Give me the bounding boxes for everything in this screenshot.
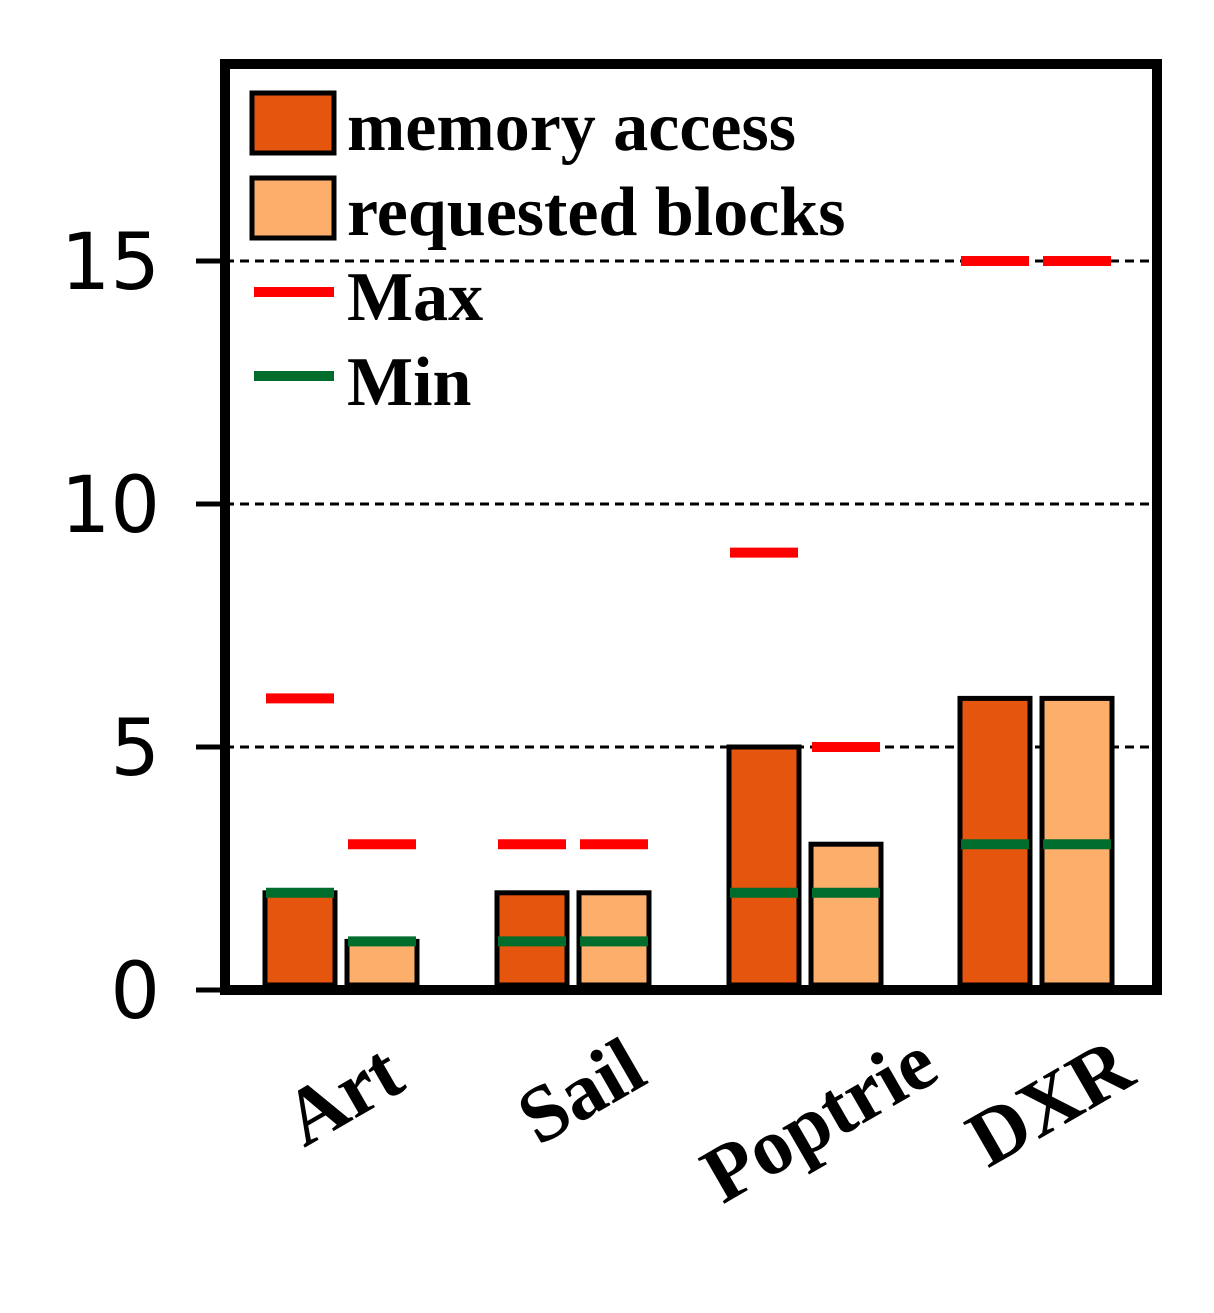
- plot-frame: [220, 59, 1162, 995]
- x-tick-label-poptrie: Poptrie: [688, 1017, 951, 1220]
- min-max-markers: [266, 256, 1111, 947]
- bar-art-requested-blocks: [344, 938, 420, 988]
- bar-art-memory-access: [262, 890, 338, 988]
- legend-label-max: Max: [347, 259, 483, 336]
- x-axis: Art Sail Poptrie DXR: [269, 1017, 1148, 1220]
- x-tick-label-dxr: DXR: [953, 1021, 1148, 1184]
- grid-lines: [225, 259, 1157, 749]
- legend-label-memory-access: memory access: [347, 89, 796, 166]
- bar-poptrie-memory-access: [726, 744, 802, 988]
- x-tick-label-art: Art: [269, 1027, 417, 1163]
- y-tick-label-0: 0: [110, 947, 160, 1037]
- legend-swatch-memory-access: [249, 90, 337, 156]
- y-axis: 0 5 10 15: [61, 218, 225, 1037]
- y-tick-label-15: 15: [61, 218, 160, 308]
- legend-label-requested-blocks: requested blocks: [347, 174, 845, 251]
- legend: memory access requested blocks Max Min: [249, 89, 845, 421]
- bar-poptrie-requested-blocks: [808, 841, 884, 988]
- y-tick-label-10: 10: [61, 461, 160, 551]
- x-tick-label-sail: Sail: [503, 1021, 659, 1162]
- y-tick-label-5: 5: [110, 704, 160, 794]
- legend-label-min: Min: [347, 344, 471, 421]
- legend-swatch-requested-blocks: [249, 175, 337, 241]
